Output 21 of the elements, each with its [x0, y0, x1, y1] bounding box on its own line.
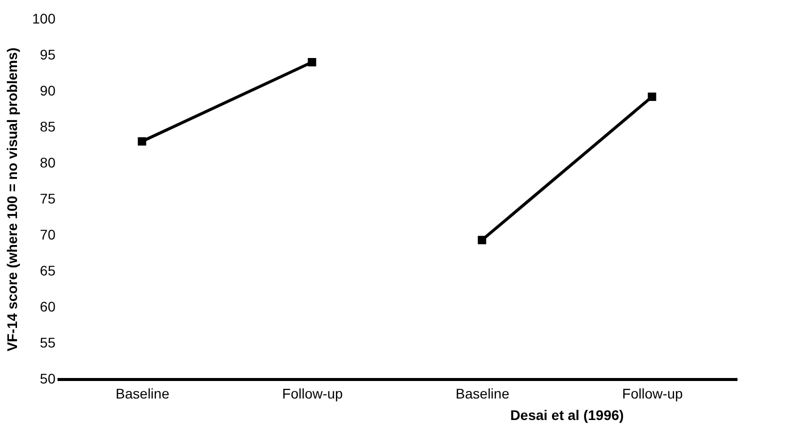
y-tick-label: 75: [40, 190, 56, 206]
x-tick-label: Baseline: [456, 386, 510, 402]
point: [478, 236, 486, 244]
y-tick-label: 80: [40, 154, 56, 170]
x-tick-label: Follow-up: [622, 386, 684, 402]
x-tick-label: Baseline: [116, 386, 170, 402]
text: Desai et al (1996): [510, 407, 624, 423]
y-tick-label: 100: [32, 10, 56, 26]
y-tick-label: 50: [40, 370, 56, 386]
y-tick-label: 55: [40, 334, 56, 350]
point: [138, 137, 146, 146]
point: [648, 92, 656, 101]
y-axis-title: VF-14 score (where 100 = no visual problems): [4, 48, 20, 352]
y-tick-label: 95: [40, 46, 56, 62]
y-tick-label: 65: [40, 262, 56, 278]
point: [308, 58, 316, 66]
y-tick-label: 70: [40, 226, 56, 242]
y-tick-label: 85: [40, 118, 56, 134]
x-tick-label: Follow-up: [282, 386, 344, 402]
y-tick-label: 60: [40, 298, 56, 314]
y-tick-label: 90: [40, 82, 56, 98]
